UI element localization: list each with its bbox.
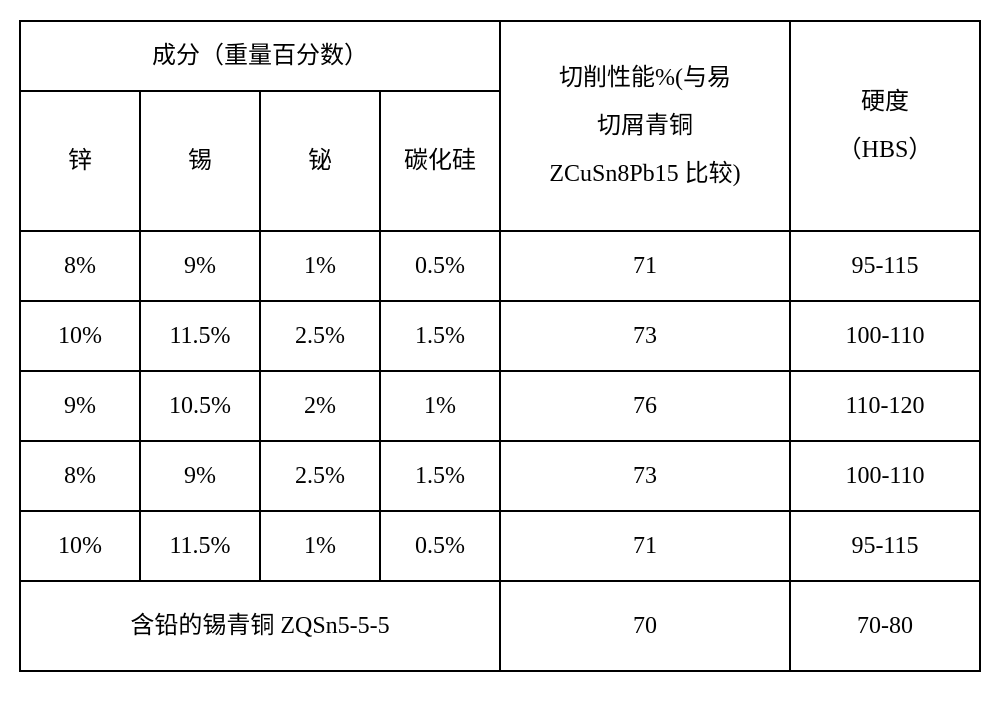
header-c5-l2: 切屑青铜 — [501, 102, 789, 150]
cell-hardness: 100-110 — [790, 441, 980, 511]
table-row: 8% 9% 2.5% 1.5% 73 100-110 — [20, 441, 980, 511]
header-cutting-performance: 切削性能%(与易 切屑青铜 ZCuSn8Pb15 比较) — [500, 21, 790, 231]
cell-sic: 1% — [380, 371, 500, 441]
cell-zinc: 8% — [20, 231, 140, 301]
cell-bismuth: 1% — [260, 231, 380, 301]
header-tin: 锡 — [140, 91, 260, 231]
cell-hardness: 110-120 — [790, 371, 980, 441]
cell-zinc: 8% — [20, 441, 140, 511]
cell-bismuth: 2.5% — [260, 441, 380, 511]
cell-cutting: 73 — [500, 301, 790, 371]
cell-zinc: 10% — [20, 511, 140, 581]
header-hardness: 硬度 （HBS） — [790, 21, 980, 231]
cell-sic: 1.5% — [380, 301, 500, 371]
cell-tin: 11.5% — [140, 511, 260, 581]
cell-cutting: 71 — [500, 511, 790, 581]
footer-hardness: 70-80 — [790, 581, 980, 671]
cell-cutting: 76 — [500, 371, 790, 441]
cell-cutting: 73 — [500, 441, 790, 511]
cell-sic: 0.5% — [380, 231, 500, 301]
cell-tin: 11.5% — [140, 301, 260, 371]
cell-hardness: 95-115 — [790, 511, 980, 581]
cell-bismuth: 2.5% — [260, 301, 380, 371]
header-c6-l2: （HBS） — [791, 126, 979, 174]
header-c5-l1: 切削性能%(与易 — [501, 54, 789, 102]
cell-bismuth: 1% — [260, 511, 380, 581]
cell-zinc: 9% — [20, 371, 140, 441]
table-row: 9% 10.5% 2% 1% 76 110-120 — [20, 371, 980, 441]
header-sic: 碳化硅 — [380, 91, 500, 231]
cell-tin: 9% — [140, 441, 260, 511]
header-row-1: 成分（重量百分数） 切削性能%(与易 切屑青铜 ZCuSn8Pb15 比较) 硬… — [20, 21, 980, 91]
table-row: 8% 9% 1% 0.5% 71 95-115 — [20, 231, 980, 301]
header-bismuth: 铋 — [260, 91, 380, 231]
cell-hardness: 100-110 — [790, 301, 980, 371]
header-composition: 成分（重量百分数） — [20, 21, 500, 91]
cell-tin: 9% — [140, 231, 260, 301]
cell-sic: 1.5% — [380, 441, 500, 511]
table-row: 10% 11.5% 1% 0.5% 71 95-115 — [20, 511, 980, 581]
cell-bismuth: 2% — [260, 371, 380, 441]
cell-sic: 0.5% — [380, 511, 500, 581]
header-c5-l3: ZCuSn8Pb15 比较) — [501, 150, 789, 198]
header-c6-l1: 硬度 — [791, 78, 979, 126]
table-row: 10% 11.5% 2.5% 1.5% 73 100-110 — [20, 301, 980, 371]
footer-label: 含铅的锡青铜 ZQSn5-5-5 — [20, 581, 500, 671]
cell-hardness: 95-115 — [790, 231, 980, 301]
header-zinc: 锌 — [20, 91, 140, 231]
footer-row: 含铅的锡青铜 ZQSn5-5-5 70 70-80 — [20, 581, 980, 671]
cell-tin: 10.5% — [140, 371, 260, 441]
cell-zinc: 10% — [20, 301, 140, 371]
data-table: 成分（重量百分数） 切削性能%(与易 切屑青铜 ZCuSn8Pb15 比较) 硬… — [19, 20, 981, 672]
footer-cutting: 70 — [500, 581, 790, 671]
cell-cutting: 71 — [500, 231, 790, 301]
